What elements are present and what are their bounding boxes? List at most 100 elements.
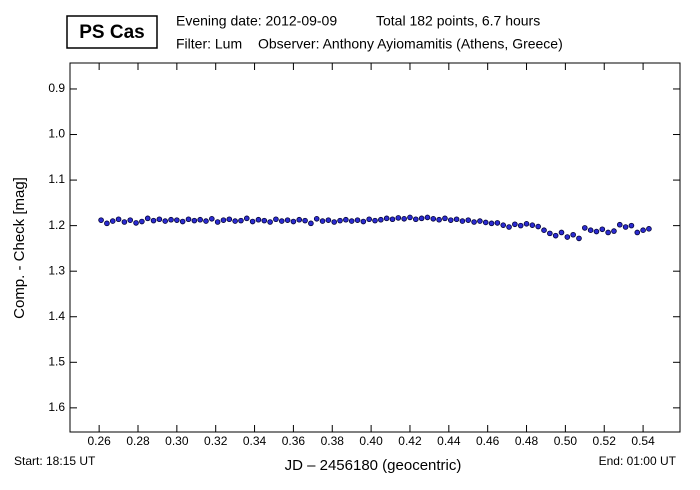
- subtitle: Observer: Anthony Ayiomamitis (Athens, G…: [258, 36, 563, 52]
- y-axis-label: Comp. - Check [mag]: [11, 177, 28, 319]
- data-point: [255, 216, 262, 223]
- data-point: [313, 216, 320, 222]
- x-tick-label: 0.26: [87, 434, 111, 448]
- data-point: [226, 216, 233, 223]
- data-point: [267, 219, 273, 225]
- data-point: [337, 217, 343, 224]
- x-tick-label: 0.48: [515, 434, 539, 448]
- data-point: [121, 219, 128, 225]
- data-point: [459, 218, 466, 224]
- data-point: [401, 216, 407, 222]
- data-point: [564, 234, 571, 240]
- data-point: [191, 217, 198, 224]
- data-point: [133, 220, 139, 226]
- data-point: [412, 216, 419, 223]
- start-label: Start: 18:15 UT: [14, 454, 96, 468]
- data-point: [512, 221, 518, 228]
- data-point: [232, 218, 238, 224]
- data-point: [115, 216, 122, 223]
- data-point: [366, 216, 372, 223]
- y-tick-label: 1.4: [48, 309, 65, 323]
- data-point: [442, 215, 448, 222]
- data-point: [605, 229, 611, 236]
- y-tick-label: 1.2: [48, 218, 65, 232]
- data-point: [436, 216, 442, 223]
- data-point: [494, 220, 501, 226]
- data-point: [529, 222, 536, 228]
- data-point: [389, 216, 396, 223]
- x-tick-label: 0.42: [398, 434, 422, 448]
- data-point: [378, 216, 384, 223]
- data-point: [477, 218, 483, 224]
- data-point: [500, 222, 507, 228]
- data-point: [243, 215, 250, 222]
- data-point: [278, 218, 285, 224]
- data-point: [296, 216, 303, 223]
- data-point: [430, 216, 437, 222]
- end-label: End: 01:00 UT: [599, 454, 677, 468]
- data-point: [523, 221, 530, 227]
- data-point: [185, 216, 192, 223]
- data-point: [599, 226, 606, 233]
- data-point: [576, 235, 582, 242]
- x-tick-label: 0.32: [204, 434, 228, 448]
- data-point: [203, 218, 209, 224]
- x-tick-label: 0.52: [593, 434, 617, 448]
- data-point: [238, 217, 244, 224]
- x-tick-label: 0.46: [476, 434, 500, 448]
- data-point: [302, 217, 308, 224]
- data-point: [249, 218, 256, 225]
- y-tick-label: 1.3: [48, 263, 65, 277]
- data-point: [570, 231, 576, 238]
- data-point: [465, 217, 472, 223]
- data-point: [552, 232, 559, 239]
- subtitle: Filter: Lum: [176, 36, 242, 52]
- data-point: [372, 217, 378, 224]
- subtitle: Evening date: 2012-09-09: [176, 13, 337, 29]
- data-point: [622, 224, 629, 230]
- data-point: [558, 229, 565, 236]
- data-point: [488, 220, 495, 227]
- data-point: [593, 228, 600, 235]
- data-point: [284, 217, 291, 223]
- x-tick-label: 0.36: [282, 434, 306, 448]
- data-point: [150, 217, 157, 224]
- data-point: [587, 227, 594, 233]
- data-point: [261, 217, 268, 224]
- y-tick-label: 1.5: [48, 354, 65, 368]
- y-tick-label: 1.0: [48, 127, 65, 141]
- x-tick-label: 0.50: [554, 434, 578, 448]
- data-point: [506, 224, 512, 230]
- data-point: [343, 216, 349, 223]
- data-point: [348, 218, 355, 224]
- data-point: [331, 219, 338, 225]
- x-tick-label: 0.54: [631, 434, 655, 448]
- data-point: [634, 229, 641, 236]
- data-point: [127, 217, 134, 223]
- data-point: [319, 218, 326, 224]
- plot-frame: [69, 62, 681, 433]
- data-point: [471, 219, 477, 225]
- data-point: [144, 215, 151, 222]
- data-point: [482, 219, 489, 226]
- title-box: [66, 15, 158, 49]
- y-tick-label: 0.9: [48, 81, 65, 95]
- data-point: [325, 217, 332, 223]
- data-point: [139, 218, 145, 225]
- data-point: [616, 221, 623, 228]
- x-tick-label: 0.30: [165, 434, 189, 448]
- x-tick-label: 0.38: [321, 434, 345, 448]
- data-point: [220, 217, 227, 223]
- data-point: [104, 220, 110, 227]
- x-tick-label: 0.44: [437, 434, 461, 448]
- data-point: [628, 222, 635, 229]
- x-tick-label: 0.28: [126, 434, 150, 448]
- data-point: [447, 217, 454, 223]
- x-axis-label: JD – 2456180 (geocentric): [285, 457, 462, 474]
- data-point: [197, 216, 203, 223]
- y-tick-label: 1.1: [48, 172, 65, 186]
- data-point: [535, 223, 541, 230]
- x-tick-label: 0.40: [359, 434, 383, 448]
- data-point: [109, 218, 116, 224]
- data-point: [640, 227, 646, 233]
